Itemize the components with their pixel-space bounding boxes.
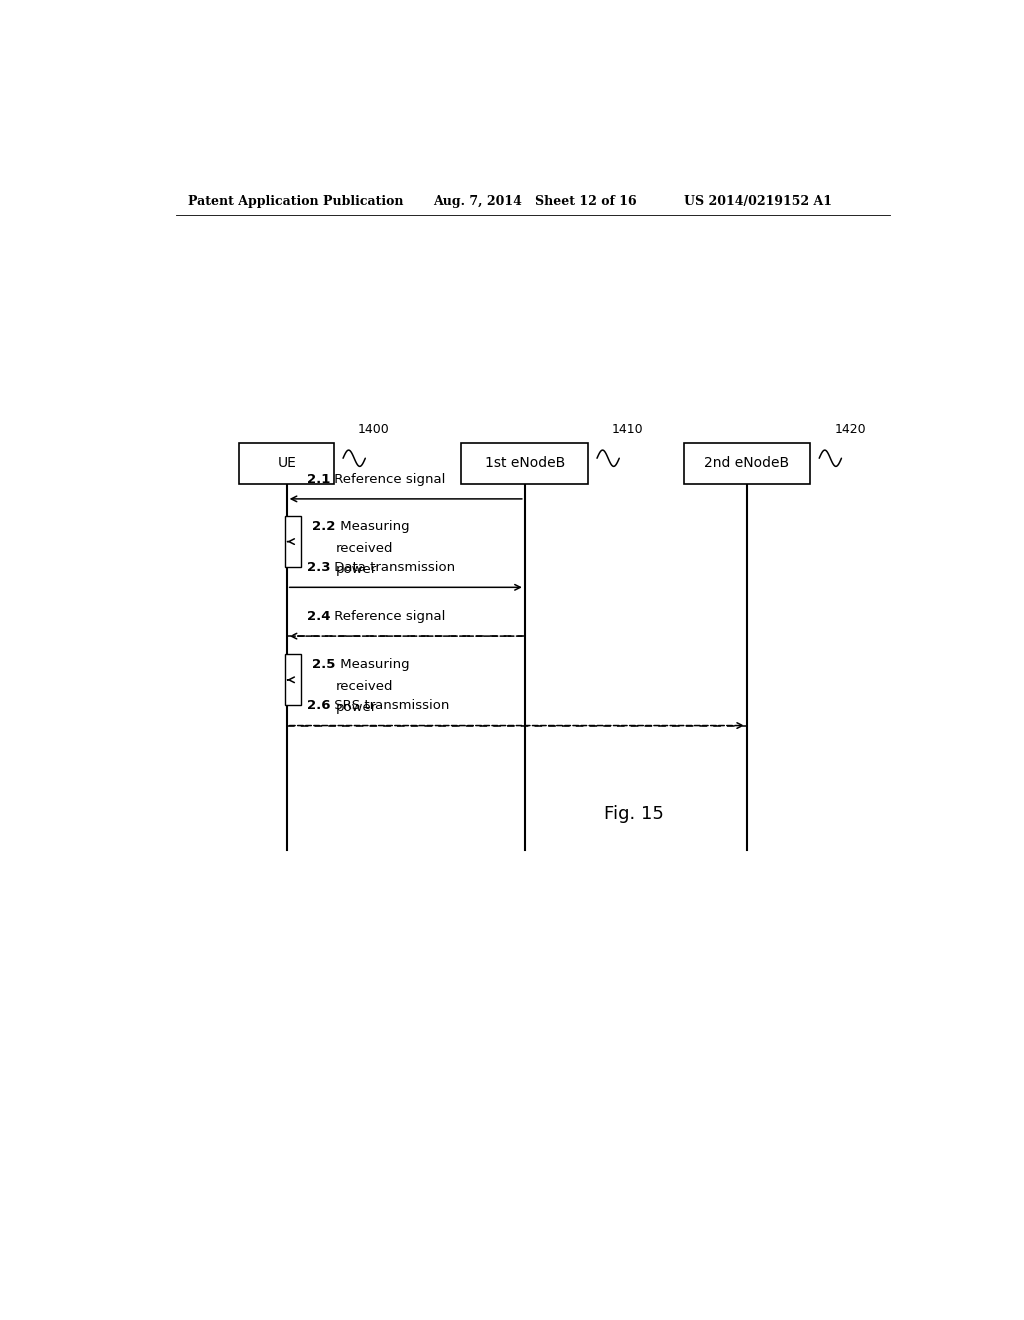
Text: 1400: 1400 [358, 422, 390, 436]
Text: Data transmission: Data transmission [330, 561, 455, 574]
Text: Reference signal: Reference signal [330, 473, 445, 486]
Text: Fig. 15: Fig. 15 [604, 805, 664, 822]
Text: UE: UE [278, 457, 296, 470]
Text: US 2014/0219152 A1: US 2014/0219152 A1 [684, 194, 831, 207]
Text: power: power [336, 562, 377, 576]
FancyBboxPatch shape [461, 444, 588, 483]
Text: Measuring: Measuring [336, 659, 410, 672]
Text: Aug. 7, 2014   Sheet 12 of 16: Aug. 7, 2014 Sheet 12 of 16 [433, 194, 637, 207]
FancyBboxPatch shape [285, 655, 301, 705]
FancyBboxPatch shape [684, 444, 811, 483]
Text: 2.3: 2.3 [306, 561, 330, 574]
Text: Measuring: Measuring [336, 520, 410, 533]
Text: 2.2: 2.2 [312, 520, 336, 533]
Text: 1st eNodeB: 1st eNodeB [484, 457, 565, 470]
Text: 2.4: 2.4 [306, 610, 330, 623]
Text: received: received [336, 680, 393, 693]
Text: Reference signal: Reference signal [330, 610, 445, 623]
Text: received: received [336, 541, 393, 554]
Text: SRS transmission: SRS transmission [330, 700, 449, 713]
Text: 2nd eNodeB: 2nd eNodeB [705, 457, 790, 470]
Text: 2.1: 2.1 [306, 473, 330, 486]
Text: 1410: 1410 [612, 422, 644, 436]
Text: Patent Application Publication: Patent Application Publication [187, 194, 403, 207]
Text: 2.5: 2.5 [312, 659, 336, 672]
FancyBboxPatch shape [240, 444, 334, 483]
Text: 2.6: 2.6 [306, 700, 330, 713]
Text: power: power [336, 701, 377, 714]
FancyBboxPatch shape [285, 516, 301, 568]
Text: 1420: 1420 [835, 422, 866, 436]
